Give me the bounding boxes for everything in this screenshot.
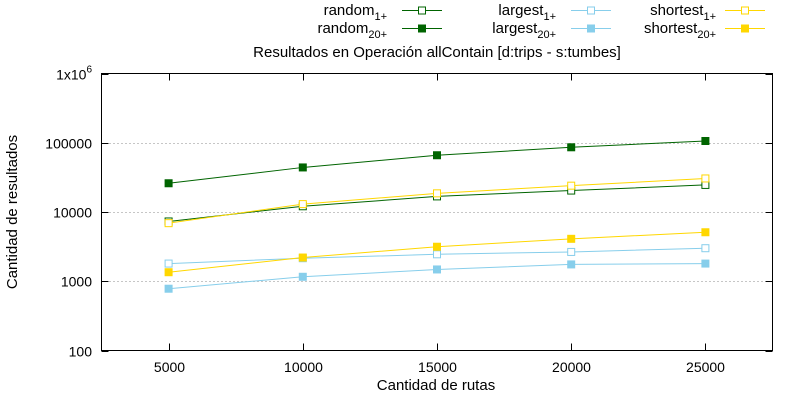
data-point: [701, 180, 710, 189]
legend-marker: [418, 24, 426, 33]
y-tick-label-base: 1x10: [56, 67, 87, 83]
y-tick-label: 10000: [53, 205, 92, 221]
data-point: [298, 200, 307, 209]
series-random-1+: [164, 180, 710, 226]
data-point: [567, 260, 576, 269]
series-random-20+: [164, 136, 710, 188]
legend-label: largest1+: [498, 2, 556, 23]
legend-label-subscript: 20+: [368, 29, 387, 41]
data-point: [298, 272, 307, 281]
data-point: [164, 219, 173, 228]
legend-entry: shortest20+: [644, 20, 765, 41]
data-point: [433, 242, 441, 251]
data-point: [298, 163, 307, 172]
legend-label-name: random: [317, 20, 368, 37]
chart-title: Resultados en Operación allContain [d:tr…: [253, 44, 621, 61]
y-tick-label: 100: [69, 344, 93, 360]
legend: random1+random20+largest1+largest20+shor…: [317, 2, 765, 41]
data-point: [433, 151, 441, 160]
legend-marker: [587, 6, 595, 15]
legend-entry: largest1+: [498, 2, 611, 23]
data-point: [164, 259, 173, 268]
series-largest-20+: [164, 259, 710, 293]
series-shortest-1+: [164, 174, 710, 228]
legend-marker: [418, 6, 426, 15]
legend-marker: [741, 24, 749, 33]
legend-label: random20+: [317, 20, 387, 41]
grid: [101, 143, 773, 282]
legend-label-subscript: 1+: [374, 11, 387, 23]
legend-entry: shortest1+: [650, 2, 765, 23]
legend-label: shortest20+: [644, 20, 716, 41]
x-tick-label: 25000: [686, 359, 725, 375]
data-point: [567, 247, 576, 256]
legend-entry: largest20+: [492, 20, 611, 41]
legend-label-name: shortest: [644, 20, 698, 37]
data-point: [701, 228, 710, 237]
data-point: [701, 244, 710, 253]
x-tick-label: 20000: [552, 359, 591, 375]
legend-label: random1+: [324, 2, 387, 23]
data-point: [164, 284, 173, 293]
data-point: [164, 179, 173, 188]
legend-label-name: largest: [498, 2, 544, 19]
legend-label-subscript: 1+: [703, 11, 716, 23]
data-point: [701, 174, 710, 183]
x-tick-label: 5000: [154, 359, 185, 375]
data-point: [701, 136, 710, 145]
legend-label-subscript: 20+: [537, 29, 556, 41]
data-point: [433, 189, 441, 198]
legend-label-name: random: [324, 2, 375, 19]
y-tick-label: 100000: [45, 136, 92, 152]
legend-marker: [741, 6, 749, 15]
legend-label-name: largest: [492, 20, 538, 37]
y-tick-label: 1x106: [56, 65, 92, 83]
data-point: [567, 234, 576, 243]
data-point: [567, 143, 576, 152]
axes: 100 1000 10000 100000 1x106 5000 10000 15000 200…: [45, 65, 773, 375]
series-line: [168, 177, 706, 224]
data-point: [433, 265, 441, 274]
legend-label-name: shortest: [650, 2, 704, 19]
legend-label: shortest1+: [650, 2, 716, 23]
series-shortest-20+: [164, 228, 710, 277]
data-point: [567, 181, 576, 190]
x-axis-title: Cantidad de rutas: [377, 377, 495, 394]
legend-entry: random1+: [324, 2, 442, 23]
y-tick-label-exponent: 6: [86, 65, 92, 76]
legend-entry: random20+: [317, 20, 442, 41]
series-group: [164, 136, 710, 293]
data-point: [164, 268, 173, 277]
legend-label: largest20+: [492, 20, 556, 41]
data-point: [433, 250, 441, 259]
legend-label-subscript: 1+: [543, 11, 556, 23]
legend-marker: [587, 24, 595, 33]
y-axis-title: Cantidad de resultados: [4, 135, 21, 289]
legend-label-subscript: 20+: [697, 29, 716, 41]
x-tick-label: 10000: [284, 359, 323, 375]
data-point: [298, 253, 307, 262]
y-tick-label: 1000: [61, 274, 92, 290]
series-line: [168, 140, 706, 184]
x-tick-label: 15000: [418, 359, 457, 375]
data-point: [701, 259, 710, 268]
